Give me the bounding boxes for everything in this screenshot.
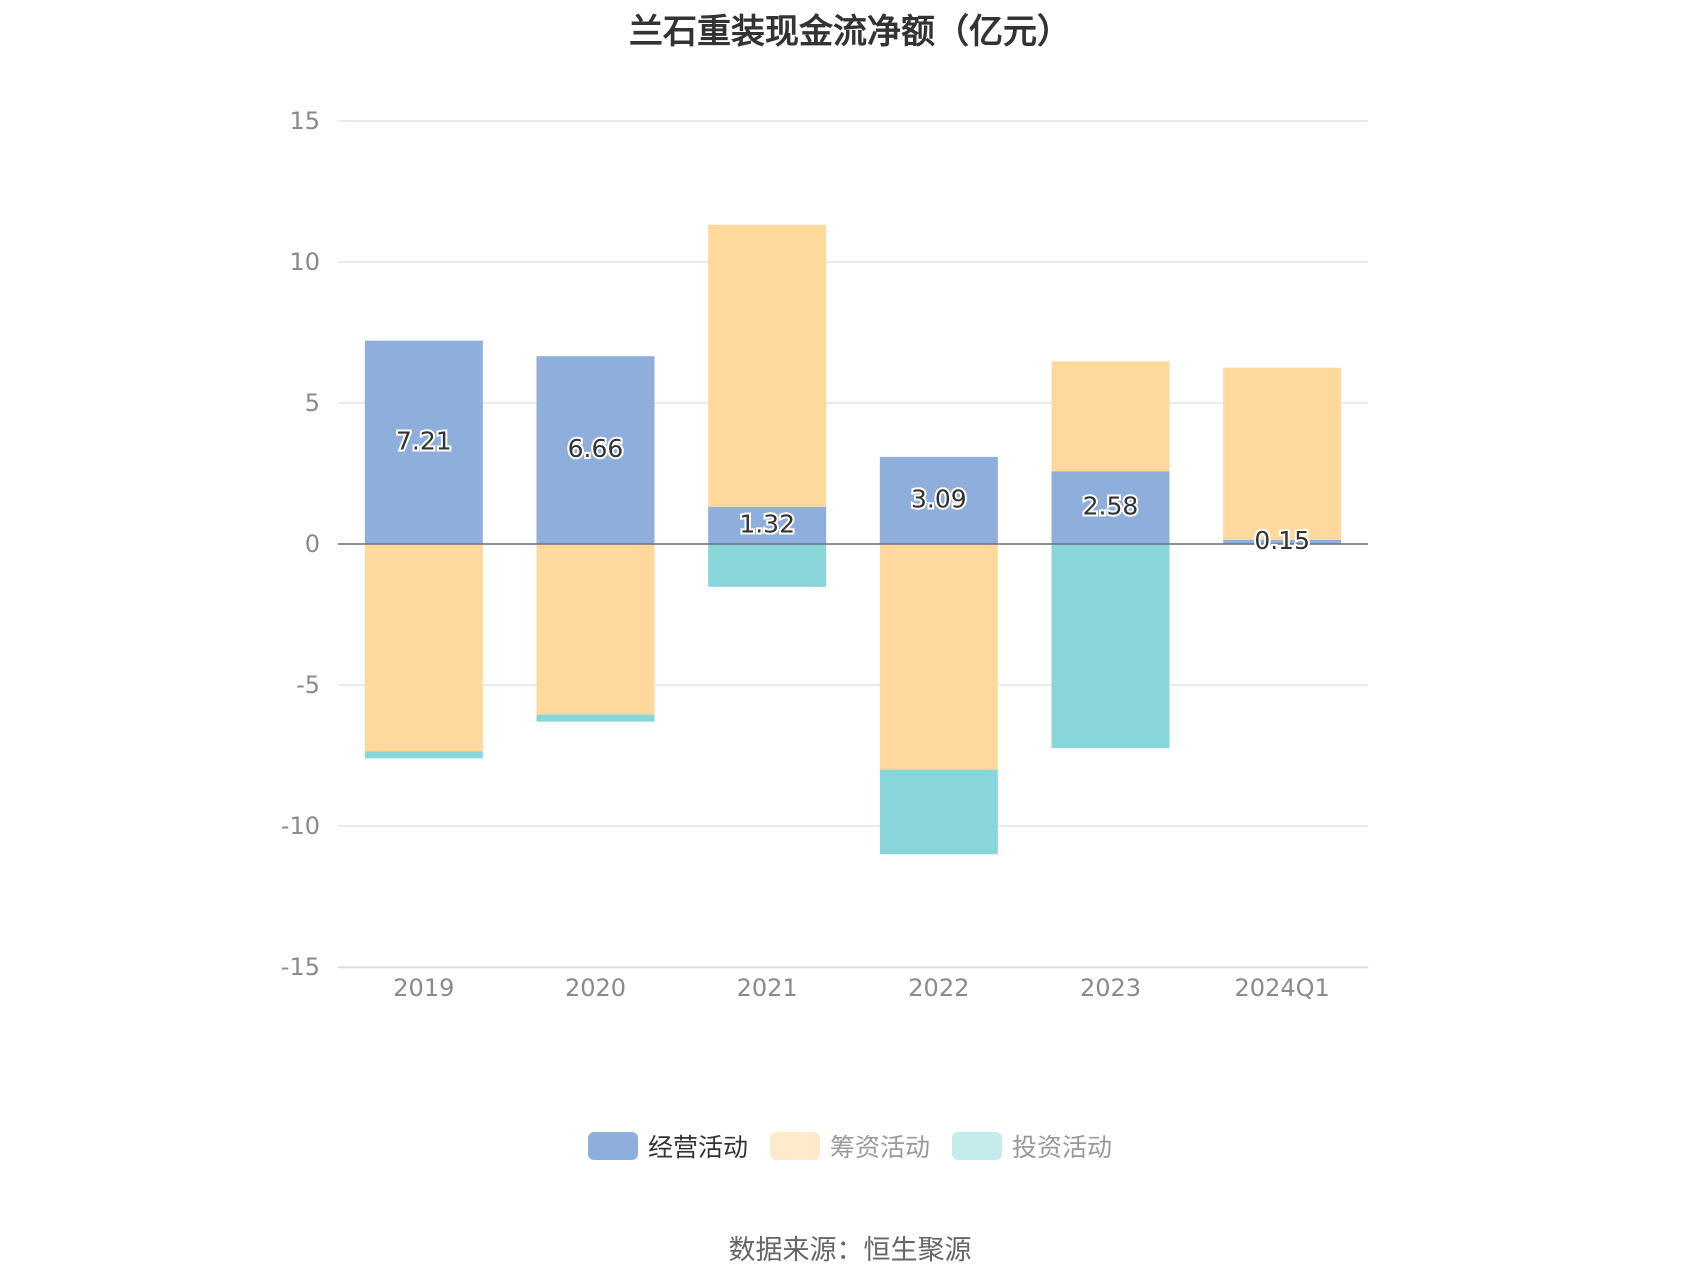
bar-筹资活动-2022[interactable] bbox=[879, 544, 998, 770]
data-label: 1.32 bbox=[739, 509, 795, 538]
bar-筹资活动-2023[interactable] bbox=[1051, 361, 1170, 472]
y-tick-label: 0 bbox=[305, 530, 320, 558]
data-label: 2.58 bbox=[1083, 492, 1139, 521]
legend-swatch bbox=[587, 1132, 638, 1160]
x-tick-label: 2022 bbox=[908, 974, 969, 1002]
y-tick-label: 10 bbox=[289, 248, 320, 276]
legend-label: 筹资活动 bbox=[829, 1133, 930, 1162]
data-label: 3.09 bbox=[911, 484, 967, 513]
bar-经营活动-2023[interactable] bbox=[1051, 471, 1170, 544]
legend-item-经营活动[interactable]: 经营活动 bbox=[587, 1128, 748, 1164]
x-tick-label: 2021 bbox=[737, 974, 798, 1002]
x-tick-label: 2024Q1 bbox=[1235, 974, 1330, 1002]
bar-筹资活动-2019[interactable] bbox=[364, 544, 483, 752]
bar-投资活动-2020[interactable] bbox=[536, 714, 655, 722]
y-tick-label: 15 bbox=[289, 107, 320, 135]
data-labels: 7.21 6.66 1.32 3.09 2.58 0.15 bbox=[394, 424, 1312, 557]
x-tick-label: 2019 bbox=[393, 974, 454, 1002]
bar-经营活动-2021[interactable] bbox=[708, 506, 827, 544]
bar-筹资活动-2020[interactable] bbox=[536, 544, 655, 715]
x-tick-label: 2020 bbox=[565, 974, 626, 1002]
x-tick-label: 2023 bbox=[1080, 974, 1141, 1002]
chart-title: 兰石重装现金流净额（亿元） bbox=[629, 12, 1071, 52]
y-tick-label: 5 bbox=[305, 389, 320, 417]
y-tick-label: -5 bbox=[296, 671, 320, 699]
legend-label: 投资活动 bbox=[1012, 1133, 1113, 1162]
legend-swatch bbox=[952, 1132, 1002, 1160]
y-tick-label: -10 bbox=[281, 812, 320, 840]
bar-经营活动-2022[interactable] bbox=[879, 456, 998, 544]
data-source: 数据来源：恒生聚源 bbox=[728, 1235, 972, 1266]
bar-经营活动-2020[interactable] bbox=[536, 356, 655, 544]
legend: 经营活动 筹资活动 投资活动 bbox=[0, 1128, 1700, 1164]
bar-投资活动-2022[interactable] bbox=[879, 769, 998, 855]
bar-筹资活动-2021[interactable] bbox=[708, 224, 827, 507]
legend-item-投资活动[interactable]: 投资活动 bbox=[952, 1128, 1112, 1164]
bars bbox=[364, 224, 1342, 855]
bar-经营活动-2024Q1[interactable] bbox=[1223, 539, 1342, 544]
legend-item-筹资活动[interactable]: 筹资活动 bbox=[769, 1128, 930, 1164]
bar-投资活动-2021[interactable] bbox=[708, 544, 827, 587]
bar-筹资活动-2024Q1[interactable] bbox=[1223, 367, 1342, 540]
axes: 15 10 5 0 -5 -10 -15 2019 2020 2021 2022 2023 2024Q1 bbox=[281, 107, 1368, 1002]
data-label: 0.15 bbox=[1254, 526, 1310, 555]
bar-投资活动-2023[interactable] bbox=[1051, 544, 1170, 749]
legend-label: 经营活动 bbox=[647, 1133, 748, 1162]
bar-经营活动-2019[interactable] bbox=[364, 340, 483, 544]
data-label: 6.66 bbox=[568, 434, 624, 463]
bar-投资活动-2019[interactable] bbox=[364, 751, 483, 759]
legend-swatch bbox=[769, 1132, 820, 1160]
y-tick-label: -15 bbox=[281, 953, 320, 981]
data-label: 7.21 bbox=[396, 426, 452, 455]
